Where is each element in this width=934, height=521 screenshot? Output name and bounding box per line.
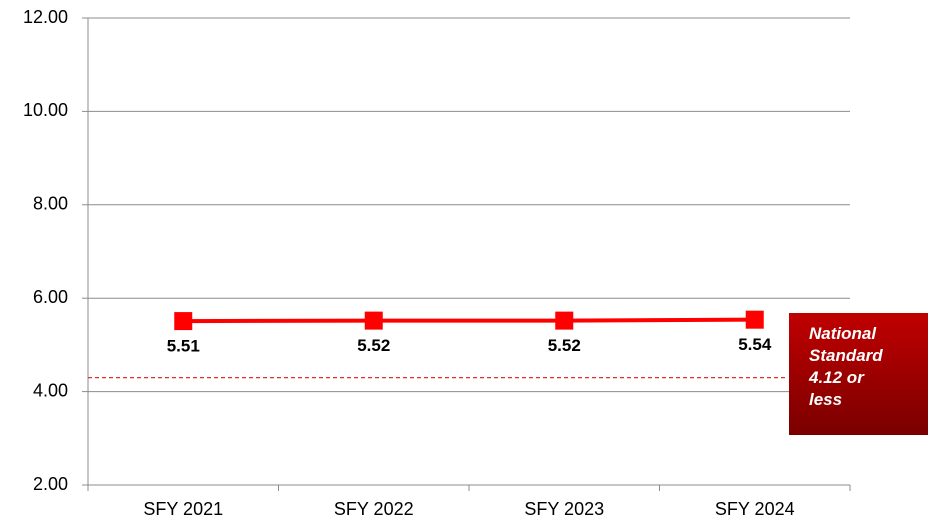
x-tick-label: SFY 2023 bbox=[524, 499, 604, 519]
x-tick-label: SFY 2024 bbox=[715, 499, 795, 519]
annotation: National Standard 4.12 or less bbox=[809, 324, 883, 409]
y-tick-label: 8.00 bbox=[33, 194, 68, 214]
y-tick-label: 4.00 bbox=[33, 380, 68, 400]
y-tick-label: 6.00 bbox=[33, 287, 68, 307]
x-tick-label: SFY 2021 bbox=[143, 499, 223, 519]
marker bbox=[745, 310, 764, 329]
data-label: 5.52 bbox=[548, 336, 581, 355]
data-label: 5.51 bbox=[167, 337, 200, 356]
annotation-box: National Standard 4.12 or less bbox=[789, 313, 928, 435]
y-tick-label: 10.00 bbox=[23, 100, 68, 120]
data-label: 5.52 bbox=[357, 336, 390, 355]
data-label: 5.54 bbox=[738, 335, 772, 354]
x-tick-label: SFY 2022 bbox=[334, 499, 414, 519]
y-tick-label: 12.00 bbox=[23, 7, 68, 27]
y-tick-label: 2.00 bbox=[33, 474, 68, 494]
marker bbox=[555, 311, 574, 330]
marker bbox=[364, 311, 383, 330]
series-line bbox=[183, 317, 755, 324]
marker bbox=[174, 312, 193, 331]
